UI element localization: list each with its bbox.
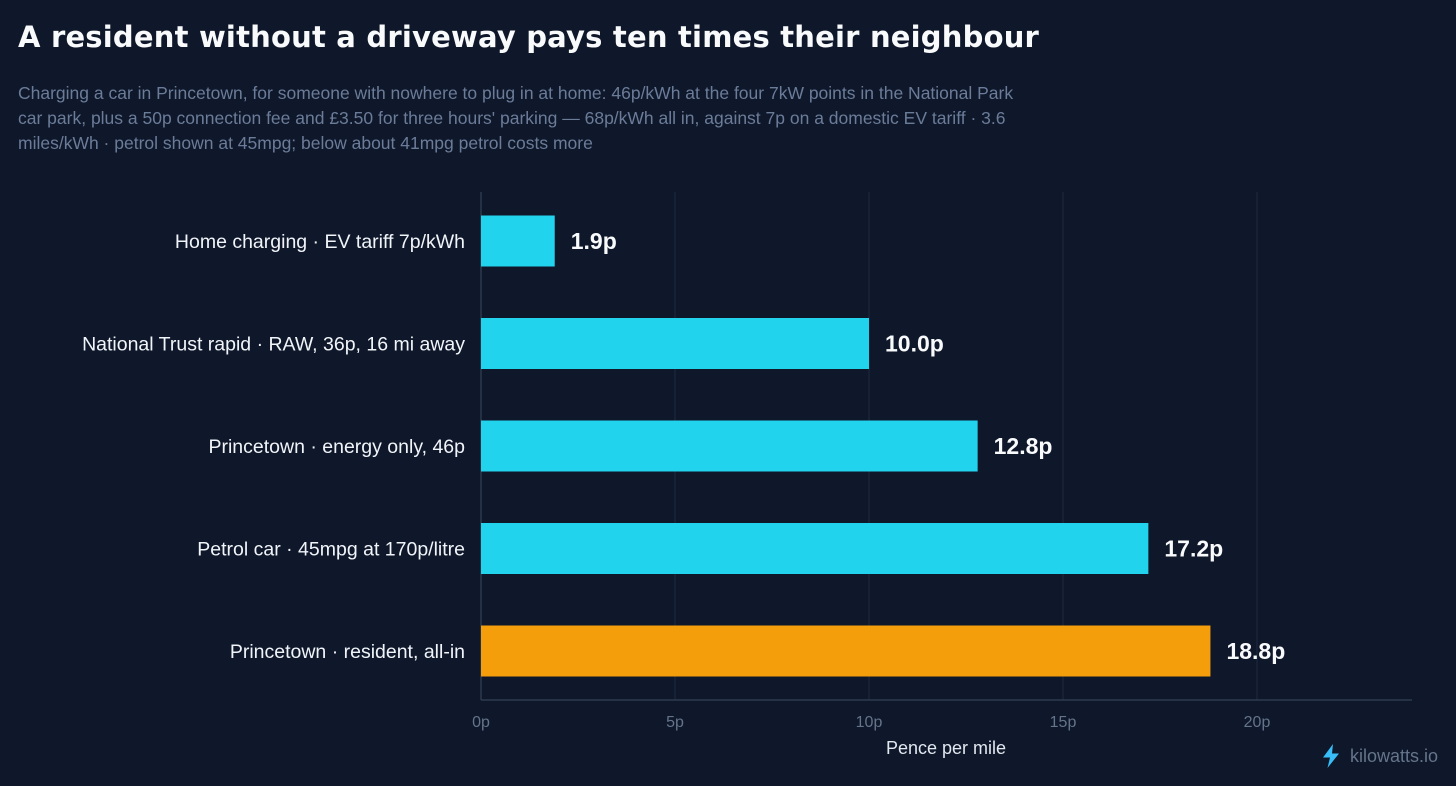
category-label: Princetown · energy only, 46p <box>208 436 465 458</box>
data-label: 1.9p <box>571 228 617 254</box>
x-tick-label: 10p <box>856 714 883 731</box>
bar <box>481 318 869 369</box>
x-tick-label: 5p <box>666 714 684 731</box>
x-tick-label: 20p <box>1244 714 1271 731</box>
data-label: 18.8p <box>1226 638 1285 664</box>
bar <box>481 215 555 267</box>
x-tick-label: 0p <box>472 714 490 731</box>
data-label: 17.2p <box>1164 536 1223 562</box>
x-tick-label: 15p <box>1050 714 1077 731</box>
bar-highlighted <box>481 625 1211 677</box>
brand[interactable]: kilowatts.io <box>1322 742 1438 770</box>
category-label: National Trust rapid · RAW, 36p, 16 mi a… <box>82 334 465 356</box>
bar <box>481 420 978 472</box>
category-label: Home charging · EV tariff 7p/kWh <box>175 231 465 253</box>
x-axis-label: Pence per mile <box>886 738 1006 758</box>
data-label: 12.8p <box>994 433 1053 459</box>
bar <box>481 523 1149 574</box>
chart-subtitle: Charging a car in Princetown, for someon… <box>18 83 1014 153</box>
brand-name: kilowatts.io <box>1349 745 1438 766</box>
chart-title: A resident without a driveway pays ten t… <box>18 20 1040 54</box>
category-label: Petrol car · 45mpg at 170p/litre <box>197 539 465 561</box>
category-label: Princetown · resident, all-in <box>230 641 465 663</box>
data-label: 10.0p <box>885 331 944 357</box>
lightning-bolt-icon <box>1322 744 1340 768</box>
